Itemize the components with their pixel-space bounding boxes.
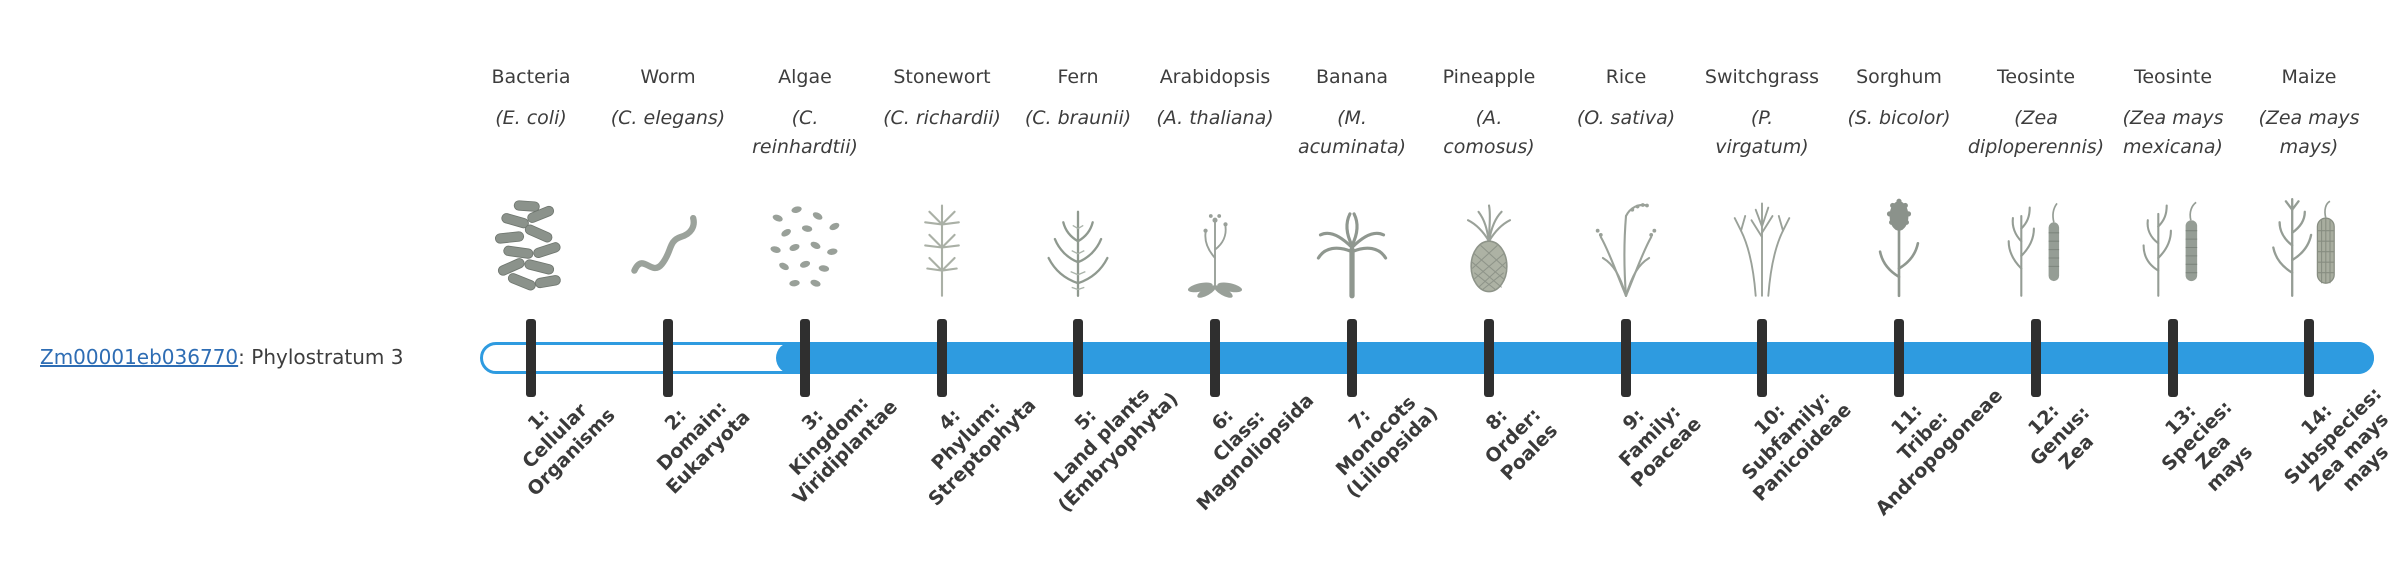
timeline-tick [800,319,810,397]
organism-scientific-name: (S. bicolor) [1847,107,1951,129]
organism-common-name: Stonewort [893,66,991,88]
teosinte-mexicana-illustration [2118,188,2228,300]
timeline-tick [1894,319,1904,397]
organism-common-name: Worm [640,66,696,88]
organism-common-name: Algae [778,66,832,88]
organism-common-name: Teosinte [1996,66,2076,88]
organism-scientific-name: (Zea mays mays) [2258,107,2360,158]
organism-scientific-name: (O. sativa) [1576,107,1676,129]
teosinte-diploperennis-illustration [1981,188,2091,300]
timeline-tick [2031,319,2041,397]
organism-scientific-name: (C. reinhardtii) [752,107,858,158]
bacteria-illustration [476,188,586,300]
organism-scientific-name: (P. virgatum) [1715,107,1809,158]
arabidopsis-illustration [1160,188,1270,300]
timeline-tick [1073,319,1083,397]
timeline-tick [2304,319,2314,397]
timeline-tick [526,319,536,397]
organism-common-name: Sorghum [1856,66,1942,88]
organism-scientific-name: (Zea mays mexicana) [2122,107,2224,158]
phylostratum-column: Switchgrass (P. virgatum) 10: Subfamily:… [1687,0,1856,580]
organism-scientific-name: (C. elegans) [610,107,726,129]
organism-scientific-name: (C. richardii) [883,107,1001,129]
organism-common-name: Arabidopsis [1159,66,1271,88]
organism-common-name: Pineapple [1442,66,1536,88]
timeline-tick [1757,319,1767,397]
organism-common-name: Rice [1605,66,1647,88]
organism-common-name: Maize [2281,66,2337,88]
stratum-label: 14: Subspecies: Zea mays mays [2279,382,2394,497]
sorghum-illustration [1844,188,1954,300]
banana-illustration [1297,188,1407,300]
worm-illustration [613,188,723,300]
phylostratum-column: Banana (M. acuminata) 7: Monocots (Lilio… [1277,0,1443,580]
gene-label: Zm00001eb036770: Phylostratum 3 [40,345,470,373]
organism-common-name: Banana [1315,66,1389,88]
phylostratum-column: Bacteria (E. coli) 1: Cellular Organisms [456,0,620,580]
phylostratum-column: Worm (C. elegans) 2: Domain: Eukaryota [593,0,755,580]
stratum-label: 12: Genus: Zea [2023,399,2099,475]
organism-common-name: Switchgrass [1704,66,1820,88]
rice-illustration [1571,188,1681,300]
algae-illustration [750,188,860,300]
timeline-tick [1347,319,1357,397]
pineapple-illustration [1434,188,1544,300]
phylostratum-column: Teosinte (Zea mays mexicana) 13: Species… [2098,0,2257,580]
phylostratum-column: Arabidopsis (A. thaliana) 6: Class: Magn… [1140,0,1318,580]
organism-common-name: Fern [1057,66,1099,88]
organism-common-name: Teosinte [2133,66,2213,88]
switchgrass-illustration [1707,188,1817,300]
stratum-label: 8: Order: Poales [1480,403,1563,486]
organism-scientific-name: (M. acuminata) [1297,107,1407,158]
phylostratum-column: Rice (O. sativa) 9: Family: Poaceae [1551,0,1706,580]
phylostratum-column: Pineapple (A. comosus) 8: Order: Poales [1414,0,1564,580]
timeline-tick [1210,319,1220,397]
phylostratum-column: Algae (C. reinhardtii) 3: Kingdom: Virid… [730,0,902,580]
timeline-tick [937,319,947,397]
organism-common-name: Bacteria [491,66,571,88]
organism-scientific-name: (Zea diploperennis) [1967,107,2105,158]
gene-label-suffix: : Phylostratum 3 [238,345,404,369]
timeline-bar-fill [776,342,2374,374]
stonewort-illustration [887,188,997,300]
phylostratum-column: Fern (C. braunii) 5: Land plants (Embryo… [1003,0,1183,580]
fern-illustration [1023,188,1133,300]
phylostratum-column: Teosinte (Zea diploperennis) 12: Genus: … [1961,0,2111,580]
timeline-tick [1484,319,1494,397]
timeline-tick [2168,319,2178,397]
organism-scientific-name: (C. braunii) [1024,107,1132,129]
phylostratum-column: Stonewort (C. richardii) 4: Phylum: Stre… [867,0,1040,580]
organism-scientific-name: (A. comosus) [1443,107,1535,158]
timeline-tick [663,319,673,397]
organism-scientific-name: (E. coli) [495,107,567,129]
phylostratum-column: Sorghum (S. bicolor) 11: Tribe: Andropog… [1824,0,2007,580]
organism-scientific-name: (A. thaliana) [1156,107,1274,129]
phylostratum-column: Maize (Zea mays mays) 14: Subspecies: Ze… [2234,0,2393,580]
timeline-tick [1621,319,1631,397]
gene-link[interactable]: Zm00001eb036770 [40,345,239,369]
maize-illustration [2254,188,2364,300]
